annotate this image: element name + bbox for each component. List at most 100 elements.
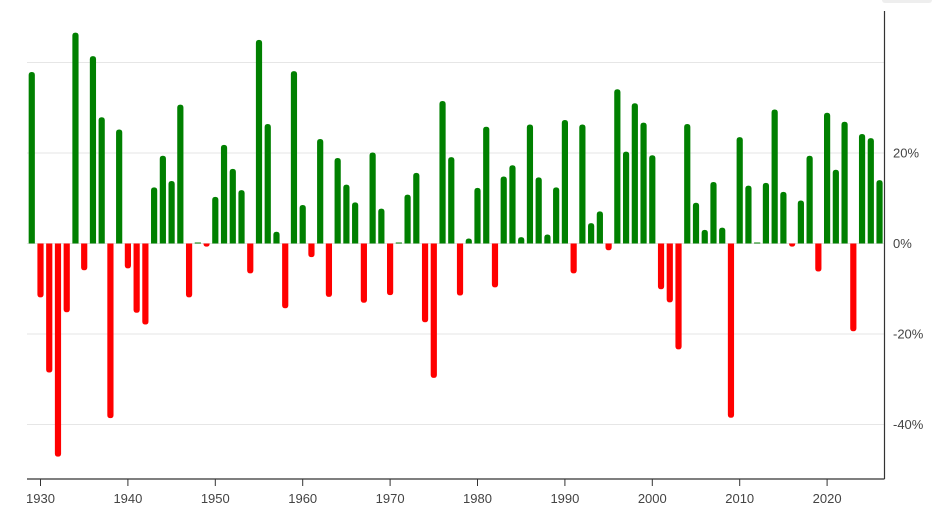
bar-1961: 1961: 23.1% <box>317 138 324 244</box>
bar-2009: 2009: 23.5% <box>736 137 743 244</box>
bar-1956: 1956: 2.6% <box>273 231 280 244</box>
bar-2022: 2022: -19.4% <box>850 243 857 332</box>
top-right-tab <box>882 0 932 3</box>
bar-2010: 2010: 12.8% <box>745 185 752 244</box>
bar-1958: 1958: 38.1% <box>290 71 298 244</box>
bar-1981: 1981: -9.7% <box>491 243 499 288</box>
bar-1937: 1937: -38.6% <box>107 243 114 419</box>
bar-2002: 2002: -23.4% <box>675 243 682 350</box>
bar-1935: 1935: 41.4% <box>89 56 97 244</box>
bar-1949: 1949: 10.3% <box>212 196 219 244</box>
bar-1968: 1968: 7.7% <box>378 208 385 244</box>
bar-1991: 1991: 26.3% <box>579 124 586 244</box>
bar-1944: 1944: 13.8% <box>168 181 175 244</box>
bar-1984: 1984: 1.4% <box>518 237 525 244</box>
bar-2012: 2012: 13.4% <box>762 182 770 244</box>
bar-1982: 1982: 14.8% <box>500 176 507 244</box>
bar-1930: 1930: -28.5% <box>46 243 53 373</box>
bar-1975: 1975: 31.5% <box>439 100 446 244</box>
bar-1957: 1957: -14.3% <box>282 243 289 309</box>
bar-1994: 1994: -1.5% <box>605 243 612 251</box>
bar-1936: 1936: 27.9% <box>98 117 105 244</box>
bar-1948: 1948: -0.7% <box>203 243 210 247</box>
bar-1962: 1962: -11.8% <box>325 243 333 297</box>
x-tick-label: 2010 <box>725 491 754 506</box>
bar-1988: 1988: 12.4% <box>553 187 560 244</box>
axes <box>27 11 886 480</box>
bar-1931: 1931: -47.1% <box>54 243 62 457</box>
bar-2016: 2016: 9.5% <box>797 200 804 244</box>
y-tick-label: 0% <box>893 236 912 251</box>
bar-2025: 2025: 14% <box>876 180 883 244</box>
bar-1965: 1965: 9.1% <box>352 202 359 244</box>
bar-1953: 1953: -6.6% <box>247 243 254 274</box>
bar-1960: 1960: -3% <box>308 243 315 258</box>
bar-1995: 1995: 34.1% <box>614 89 621 244</box>
bar-1955: 1955: 26.4% <box>264 124 271 244</box>
bar-2003: 2003: 26.4% <box>684 124 691 244</box>
bar-1947: 1947: 0% <box>194 242 201 244</box>
bar-2008: 2008: -38.5% <box>727 243 735 418</box>
bar-1950: 1950: 21.8% <box>220 144 228 244</box>
y-tick-label: 20% <box>893 146 919 161</box>
x-tick-label: 1980 <box>463 491 492 506</box>
bar-2017: 2017: 19.4% <box>806 155 813 244</box>
x-tick-label: 1960 <box>288 491 317 506</box>
bars: 1928: 37.9%1929: -11.9%1930: -28.5%1931:… <box>28 32 883 457</box>
x-tick-label: 1950 <box>201 491 230 506</box>
bar-1978: 1978: 1.1% <box>465 238 472 244</box>
bar-2004: 2004: 9% <box>692 202 700 244</box>
bar-1970: 1970: 0.1% <box>395 242 402 244</box>
bar-2007: 2007: 3.5% <box>719 227 726 244</box>
bar-2014: 2014: 11.4% <box>780 191 787 244</box>
bar-1933: 1933: 46.6% <box>72 32 79 244</box>
y-tick-label: -40% <box>893 417 924 432</box>
x-tick-label: 1970 <box>376 491 405 506</box>
bar-1972: 1972: 15.6% <box>413 172 420 244</box>
bar-1980: 1980: 25.8% <box>483 126 490 244</box>
bar-1938: 1938: 25.2% <box>116 129 123 244</box>
bar-2005: 2005: 3% <box>701 229 708 244</box>
bar-1940: 1940: -15.3% <box>133 243 140 313</box>
bar-2020: 2020: 16.3% <box>832 169 839 244</box>
bar-1939: 1939: -5.5% <box>124 243 131 269</box>
x-tick-label: 1940 <box>113 491 142 506</box>
bar-1959: 1959: 8.5% <box>299 205 306 244</box>
bar-1969: 1969: -11.4% <box>387 243 394 296</box>
bar-1967: 1967: 20.1% <box>369 152 376 244</box>
bar-1986: 1986: 14.6% <box>535 177 542 244</box>
y-tick-label: -20% <box>893 327 924 342</box>
bar-2013: 2013: 29.6% <box>771 109 778 244</box>
bar-1952: 1952: 11.8% <box>238 190 245 244</box>
bar-1941: 1941: -17.9% <box>142 243 149 325</box>
bar-1964: 1964: 13% <box>343 184 350 244</box>
bar-1985: 1985: 26.3% <box>526 124 534 244</box>
bar-1934: 1934: -5.9% <box>81 243 88 271</box>
bar-1951: 1951: 16.5% <box>229 168 236 244</box>
x-tick-label: 1990 <box>550 491 579 506</box>
bar-1979: 1979: 12.3% <box>474 187 481 244</box>
bar-2018: 2018: -6.2% <box>815 243 822 272</box>
bar-1954: 1954: 45% <box>255 39 263 244</box>
bar-2019: 2019: 28.9% <box>824 112 831 244</box>
bar-1945: 1945: 30.7% <box>177 104 184 244</box>
bar-1993: 1993: 7.1% <box>596 211 603 244</box>
bar-1992: 1992: 4.5% <box>588 223 595 244</box>
bar-1999: 1999: 19.5% <box>649 155 656 244</box>
bar-1966: 1966: -13.1% <box>360 243 367 303</box>
bar-1971: 1971: 10.8% <box>404 194 411 244</box>
bar-1983: 1983: 17.3% <box>509 165 516 244</box>
bar-1977: 1977: -11.5% <box>456 243 464 296</box>
bar-1976: 1976: 19.1% <box>448 157 455 244</box>
bar-1987: 1987: 2% <box>544 234 551 244</box>
bar-1928: 1928: 37.9% <box>28 72 35 244</box>
x-tick-label: 1930 <box>26 491 55 506</box>
bar-1996: 1996: 20.3% <box>622 151 630 244</box>
bar-2023: 2023: 24.2% <box>858 133 866 244</box>
bar-2006: 2006: 13.6% <box>710 181 717 244</box>
bar-2011: 2011: 0% <box>754 242 761 244</box>
bar-2024: 2024: 23.3% <box>867 138 874 244</box>
bar-1997: 1997: 31% <box>631 103 638 244</box>
bar-1973: 1973: -17.4% <box>421 243 429 323</box>
